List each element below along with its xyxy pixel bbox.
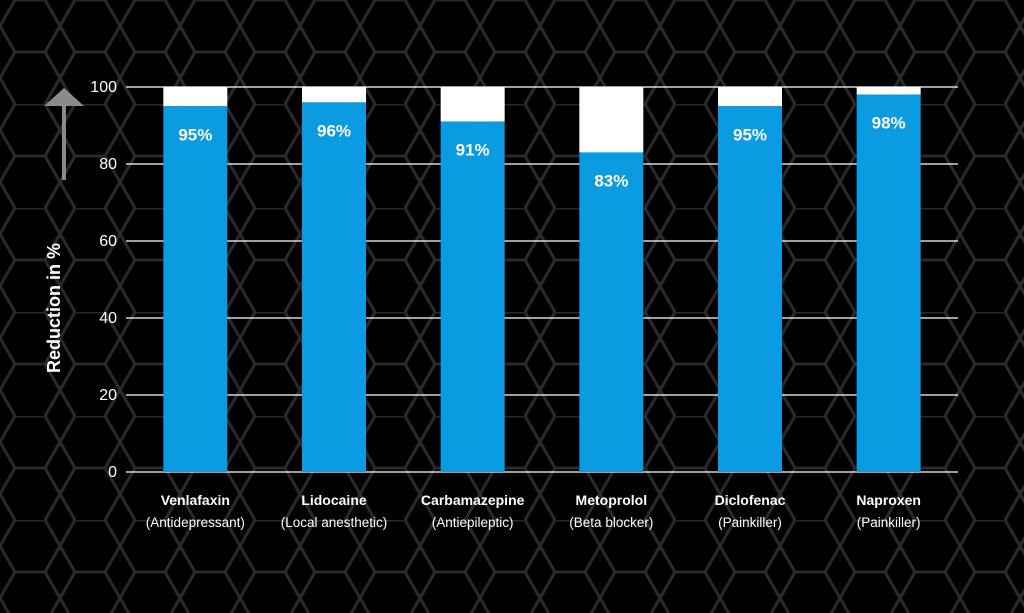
x-tick-label: Carbamazepine: [421, 492, 525, 508]
x-tick-label: Lidocaine: [301, 492, 367, 508]
x-tick-label: Naproxen: [856, 492, 921, 508]
bar-remainder: [163, 87, 228, 107]
bar-remainder: [718, 87, 782, 107]
x-tick-sublabel: (Antiepileptic): [432, 515, 514, 530]
y-axis-label: Reduction in %: [44, 243, 64, 373]
y-tick-label: 0: [108, 464, 117, 481]
bars: [163, 87, 921, 473]
data-label: 96%: [317, 121, 351, 140]
y-tick-label: 40: [99, 310, 117, 327]
x-tick-labels: Venlafaxin (Antidepressant) Lidocaine (Loca…: [146, 492, 921, 530]
data-label: 95%: [178, 125, 212, 144]
data-label: 91%: [456, 141, 490, 160]
data-label: 98%: [872, 114, 906, 133]
x-tick-label: Venlafaxin: [161, 492, 230, 508]
gridlines: [126, 86, 958, 473]
bar-remainder: [440, 87, 505, 122]
y-tick-label: 100: [90, 79, 117, 96]
x-tick-label: Diclofenac: [715, 492, 786, 508]
bar: [856, 94, 921, 472]
x-tick-sublabel: (Antidepressant): [146, 515, 245, 530]
bar: [163, 106, 228, 472]
y-axis-title-group: Reduction in %: [44, 88, 84, 373]
data-label: 83%: [594, 171, 628, 190]
bar: [302, 102, 366, 473]
bar: [718, 106, 782, 472]
x-tick-sublabel: (Local anesthetic): [281, 515, 388, 530]
x-tick-sublabel: (Painkiller): [718, 515, 782, 530]
y-tick-label: 80: [99, 156, 117, 173]
bar-remainder: [302, 87, 366, 103]
data-labels: 95% 96% 91% 83% 95% 98%: [178, 114, 905, 191]
x-tick-label: Metoprolol: [576, 492, 648, 508]
x-tick-sublabel: (Painkiller): [857, 515, 921, 530]
x-tick-sublabel: (Beta blocker): [569, 515, 653, 530]
data-label: 95%: [733, 125, 767, 144]
bar-remainder: [579, 87, 644, 153]
y-tick-labels: 0 20 40 60 80 100: [90, 79, 117, 481]
bar: [440, 121, 505, 473]
y-tick-label: 60: [99, 233, 117, 250]
bar-remainder: [856, 87, 921, 95]
up-arrow-icon: [44, 88, 84, 180]
bar: [579, 152, 644, 472]
y-tick-label: 20: [99, 387, 117, 404]
